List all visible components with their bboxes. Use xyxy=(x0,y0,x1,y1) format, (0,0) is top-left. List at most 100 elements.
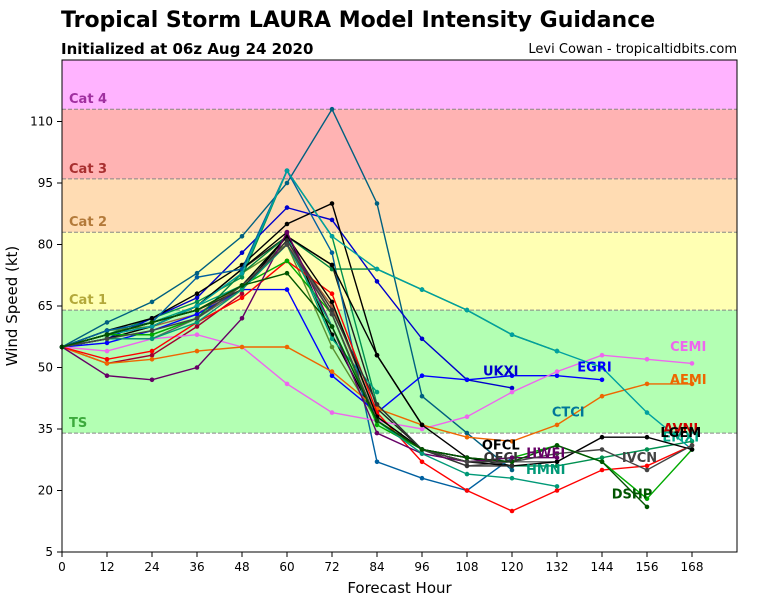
series-point xyxy=(329,336,335,342)
series-point xyxy=(104,320,110,325)
series-point xyxy=(239,316,245,321)
series-point xyxy=(464,455,470,461)
series-point xyxy=(104,340,110,346)
series-point xyxy=(284,221,290,227)
series-point xyxy=(329,344,335,350)
series-point xyxy=(599,467,605,473)
series-point xyxy=(509,389,515,395)
series-point xyxy=(644,504,650,510)
series-point xyxy=(149,324,155,329)
model-label-egri: EGRI xyxy=(577,361,611,376)
series-point xyxy=(374,430,380,436)
model-label-ctci: CTCI xyxy=(552,406,585,421)
series-point xyxy=(284,229,290,235)
x-tick-label: 84 xyxy=(369,560,384,574)
series-point xyxy=(104,357,110,362)
series-point xyxy=(329,250,335,255)
series-point xyxy=(554,348,560,354)
series-point xyxy=(239,275,245,280)
series-point xyxy=(194,320,200,325)
series-point xyxy=(239,250,245,255)
y-tick-label: 50 xyxy=(38,361,53,375)
model-label-ofcl: OFCL xyxy=(482,439,520,454)
series-point xyxy=(104,373,110,379)
series-point xyxy=(284,381,290,387)
series-point xyxy=(284,205,290,210)
series-point xyxy=(554,488,560,493)
series-point xyxy=(374,389,380,395)
series-point xyxy=(284,270,290,276)
series-point xyxy=(419,336,425,342)
series-point xyxy=(644,410,650,415)
series-point xyxy=(644,434,650,440)
band-cat-2 xyxy=(62,178,737,233)
series-point xyxy=(464,414,470,420)
series-point xyxy=(554,455,560,461)
series-point xyxy=(599,365,605,370)
series-point xyxy=(464,488,470,493)
series-point xyxy=(554,484,560,489)
y-tick-label: 95 xyxy=(38,176,53,190)
model-label-hwfi: HWFI xyxy=(526,447,565,462)
y-tick-label: 80 xyxy=(38,238,53,252)
model-label-dshp: DSHP xyxy=(612,488,653,503)
band-label: Cat 4 xyxy=(69,92,107,107)
series-point xyxy=(284,344,290,350)
x-tick-label: 96 xyxy=(414,560,429,574)
x-tick-label: 0 xyxy=(58,560,66,574)
x-tick-label: 132 xyxy=(546,560,569,574)
series-point xyxy=(599,459,605,465)
x-tick-label: 12 xyxy=(99,560,114,574)
series-point xyxy=(194,303,200,309)
series-point xyxy=(419,451,425,456)
series-point xyxy=(599,434,605,440)
series-point xyxy=(239,344,245,350)
series-point xyxy=(329,201,335,206)
series-point xyxy=(509,467,515,473)
series-point xyxy=(239,291,245,297)
series-point xyxy=(284,180,290,186)
x-axis-label: Forecast Hour xyxy=(347,579,452,597)
series-point xyxy=(194,291,200,297)
series-point xyxy=(509,459,515,465)
series-point xyxy=(239,283,245,288)
series-point xyxy=(599,455,605,461)
model-label-hmni: HMNI xyxy=(526,463,566,478)
band-cat-4 xyxy=(62,60,737,110)
series-point xyxy=(329,291,335,297)
series-point xyxy=(599,447,605,452)
band-ts xyxy=(62,310,737,434)
series-point xyxy=(509,455,515,461)
series-point xyxy=(329,373,335,379)
series-point xyxy=(194,332,200,338)
series-point xyxy=(329,369,335,374)
series-point xyxy=(149,352,155,358)
series-point xyxy=(374,402,380,407)
series-point xyxy=(419,373,425,379)
series-line xyxy=(61,272,648,508)
series-point xyxy=(194,348,200,354)
series-point xyxy=(509,373,515,379)
series-point xyxy=(149,328,155,333)
intensity-bands: TS Cat 1 Cat 2 Cat 3 Cat 4 xyxy=(62,60,737,434)
series-point xyxy=(419,459,425,465)
series-point xyxy=(284,238,290,243)
model-label-ofci: OFCI xyxy=(484,451,518,466)
series-point xyxy=(554,373,560,379)
series-point xyxy=(104,332,110,338)
series-point xyxy=(464,459,470,465)
series-point xyxy=(239,234,245,239)
x-tick-label: 24 xyxy=(144,560,159,574)
series-point xyxy=(194,270,200,276)
model-label-aemi: AEMI xyxy=(670,373,707,388)
y-tick-label: 65 xyxy=(38,299,53,313)
series-point xyxy=(689,361,695,366)
axes: 0 12 24 36 48 60 72 84 96 108 120 132 144 156 168 5 20 35… xyxy=(3,59,738,597)
x-tick-label: 168 xyxy=(681,560,704,574)
series-point xyxy=(329,106,335,112)
series-point xyxy=(284,242,290,247)
y-tick-label: 5 xyxy=(45,545,53,559)
series-point xyxy=(284,287,290,292)
model-series xyxy=(59,106,695,514)
series-point xyxy=(554,451,560,456)
